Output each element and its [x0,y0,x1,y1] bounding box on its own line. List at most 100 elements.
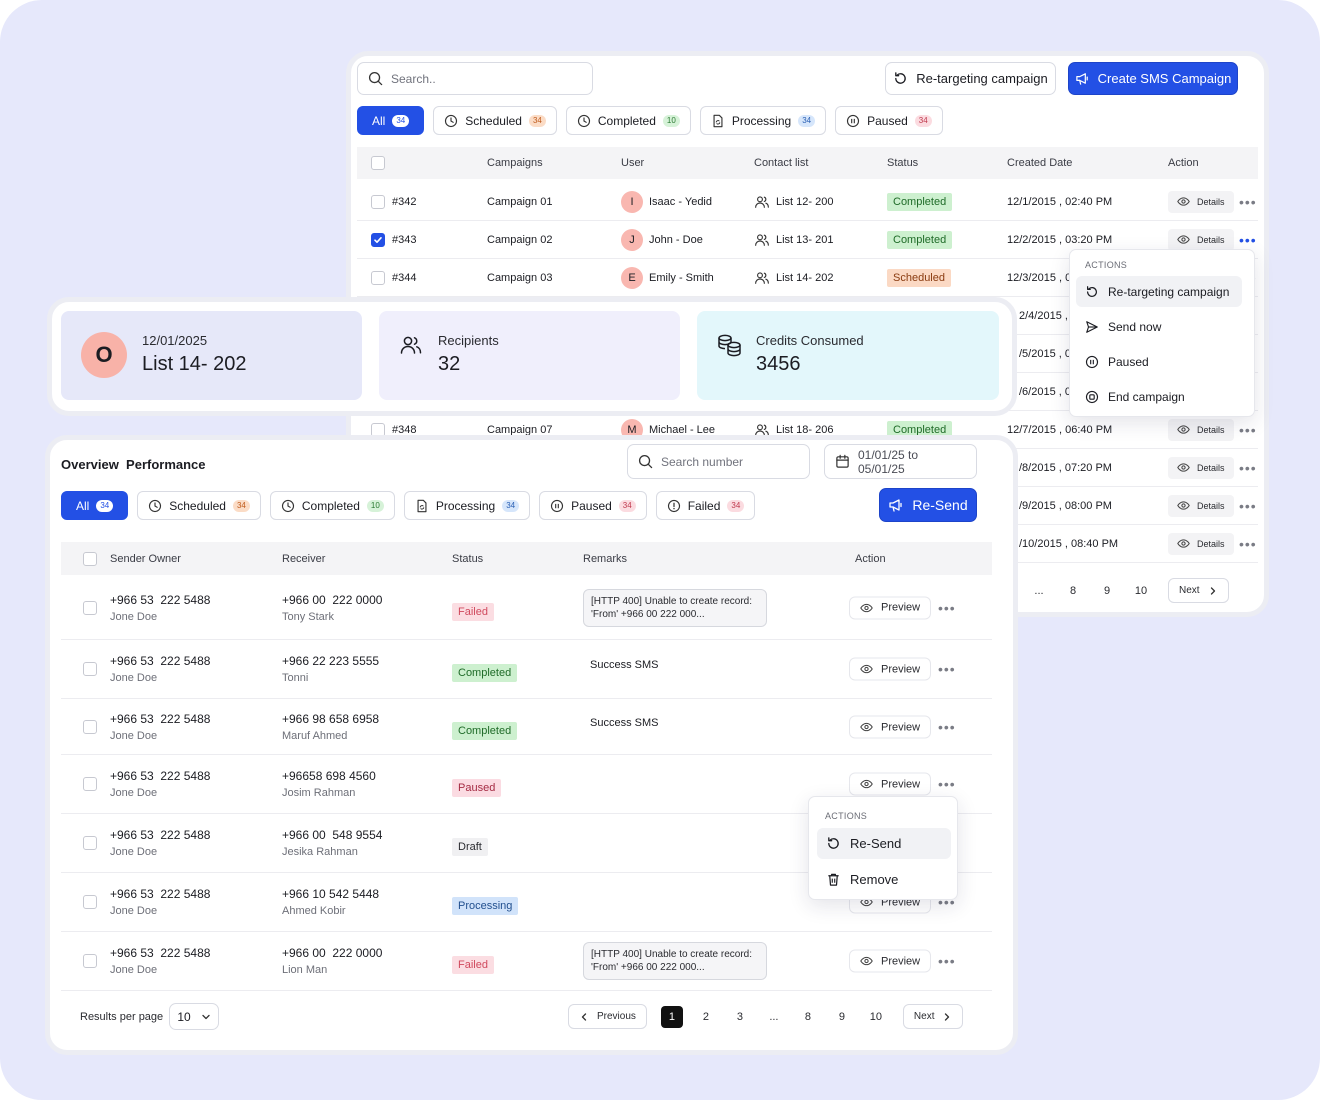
campaign-row[interactable]: #342 Campaign 01 I Isaac - Yedid List 12- 20… [357,183,1258,221]
row-checkbox[interactable] [371,270,385,285]
page-8[interactable]: 8 [804,1010,811,1023]
more-actions-button[interactable]: ••• [1239,535,1257,552]
menu-end-campaign[interactable]: End campaign [1076,381,1242,412]
column-header-status: Status [452,552,484,565]
column-header-campaigns: Campaigns [487,157,543,169]
next-page-button[interactable]: Next [1168,578,1229,603]
page-9[interactable]: 9 [1103,584,1111,597]
page-3[interactable]: 3 [736,1010,743,1023]
filter-tab-all[interactable]: All 34 [357,106,425,135]
more-actions-button[interactable]: ••• [1239,193,1257,210]
row-checkbox[interactable] [371,194,385,209]
column-header-user: User [621,157,645,169]
page-9[interactable]: 9 [838,1010,845,1023]
message-row[interactable]: +966 53 222 5488 Jone Doe +966 00 222 0000… [61,576,992,640]
more-actions-button[interactable]: ••• [938,661,956,677]
more-actions-button[interactable]: ••• [1239,421,1257,438]
menu-paused[interactable]: Paused [1076,346,1242,377]
filter-tab-completed[interactable]: Completed 10 [269,491,395,520]
menu-remove[interactable]: Remove [817,864,951,895]
filter-tab-paused[interactable]: Paused 34 [835,106,943,135]
menu-retargeting-campaign[interactable]: Re-targeting campaign [1076,276,1242,307]
row-checkbox[interactable] [83,600,97,615]
menu-send-now[interactable]: Send now [1076,311,1242,342]
coins-icon [717,333,743,357]
row-checkbox[interactable] [83,720,97,734]
sender-name: Jone Doe [110,787,158,799]
preview-label: Preview [881,601,921,614]
page-1[interactable]: 1 [660,1005,683,1028]
details-button[interactable]: Details [1168,456,1234,479]
status-badge: Processing [452,897,519,915]
preview-button[interactable]: Preview [849,949,932,973]
details-button[interactable]: Details [1168,190,1234,213]
clock-icon [577,114,591,128]
preview-button[interactable]: Preview [849,715,932,739]
date-range-picker[interactable]: 01/01/25 to 05/01/25 [824,444,977,479]
more-actions-button[interactable]: ••• [1239,497,1257,514]
more-actions-button[interactable]: ••• [1239,459,1257,476]
page-10[interactable]: 10 [1134,584,1148,597]
filter-tab-failed[interactable]: Failed 34 [655,491,756,520]
filter-tab-all[interactable]: All 34 [61,491,129,520]
created-date: /8/2015 , 07:20 PM [1019,461,1112,474]
more-actions-button[interactable]: ••• [938,953,956,969]
more-actions-button[interactable]: ••• [1239,231,1257,248]
column-header-receiver: Receiver [282,552,326,565]
row-checkbox[interactable] [83,662,97,676]
create-sms-campaign-button[interactable]: Create SMS Campaign [1068,62,1238,95]
receiver-cell: +966 10 542 5448 Ahmed Kobir [282,887,379,917]
column-header-action: Action [855,552,886,565]
message-row[interactable]: +966 53 222 5488 Jone Doe +966 22 223 5555… [61,640,992,699]
list-name: List 14- 202 [142,353,247,375]
details-button[interactable]: Details [1168,494,1234,517]
created-date: 12/2/2015 , 03:20 PM [1007,233,1113,246]
filter-tab-processing[interactable]: Processing 34 [403,491,531,520]
campaign-search-input[interactable]: Search.. [357,62,593,95]
filter-tab-paused[interactable]: Paused 34 [539,491,647,520]
more-actions-button[interactable]: ••• [938,719,956,735]
details-button[interactable]: Details [1168,228,1234,251]
remark-error: [HTTP 400] Unable to create record: 'Fro… [583,942,767,980]
pause-icon [550,499,564,513]
filter-tab-scheduled[interactable]: Scheduled 34 [137,491,261,520]
message-row[interactable]: +966 53 222 5488 Jone Doe +966 00 222 0000… [61,932,992,991]
retry-icon [826,836,841,851]
row-checkbox[interactable] [83,836,97,850]
preview-button[interactable]: Preview [849,657,932,681]
preview-button[interactable]: Preview [849,772,932,796]
filter-tab-completed[interactable]: Completed 10 [565,106,691,135]
search-number-input[interactable]: Search number [627,444,810,479]
menu-item-label: Re-targeting campaign [1108,284,1230,299]
previous-label: Previous [597,1011,636,1022]
message-row[interactable]: +966 53 222 5488 Jone Doe +966 98 658 6958… [61,700,992,755]
user-avatar: I [621,190,643,213]
message-row[interactable]: +966 53 222 5488 Jone Doe +96658 698 4560 J… [61,755,992,814]
details-button[interactable]: Details [1168,418,1234,441]
details-label: Details [1197,234,1225,245]
next-label: Next [1179,585,1200,596]
row-checkbox[interactable] [83,777,97,791]
previous-page-button[interactable]: Previous [568,1004,647,1029]
select-all-checkbox[interactable] [371,156,385,170]
filter-tab-scheduled[interactable]: Scheduled 34 [433,106,557,135]
sender-name: Jone Doe [110,905,158,917]
page-8[interactable]: 8 [1069,584,1077,597]
more-actions-button[interactable]: ••• [938,599,956,616]
page-2[interactable]: 2 [702,1010,709,1023]
per-page-select[interactable]: 10 [169,1003,219,1030]
row-checkbox[interactable] [83,895,97,909]
page-10[interactable]: 10 [869,1010,883,1023]
next-page-button[interactable]: Next [902,1004,964,1029]
retargeting-campaign-button[interactable]: Re-targeting campaign [885,62,1056,95]
preview-button[interactable]: Preview [849,596,932,619]
row-checkbox[interactable] [83,954,97,968]
resend-button[interactable]: Re-Send [879,488,977,522]
menu-resend[interactable]: Re-Send [817,828,951,859]
filter-tab-processing[interactable]: Processing 34 [699,106,827,135]
more-actions-button[interactable]: ••• [938,776,956,792]
row-checkbox[interactable] [371,232,385,247]
select-all-checkbox[interactable] [83,551,97,566]
campaign-row[interactable]: #343 Campaign 02 J John - Doe List 13- 201 Co… [357,221,1258,259]
details-button[interactable]: Details [1168,532,1234,555]
